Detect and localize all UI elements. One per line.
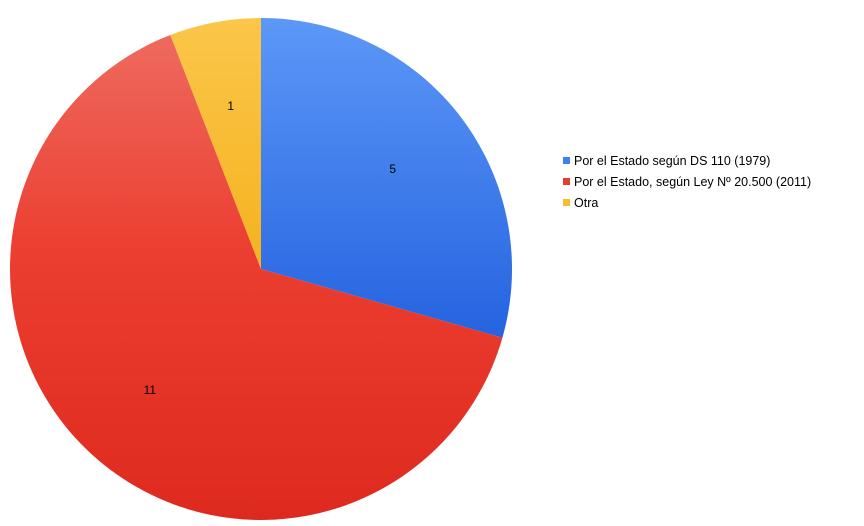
legend-item-1: Por el Estado según DS 110 (1979) [563,150,811,171]
slice-value-label-2: 11 [144,383,157,397]
legend-item-3: Otra [563,192,811,213]
pie-slice-2 [10,34,503,521]
pie-slice-1 [261,18,513,338]
legend-item-2: Por el Estado, según Ley Nº 20.500 (2011… [563,171,811,192]
pie-slices [10,18,513,521]
pie-slice-3 [170,18,261,269]
legend-swatch [563,178,570,185]
legend-swatch [563,199,570,206]
slice-value-label-3: 1 [227,99,234,113]
slice-value-label-1: 5 [389,162,396,176]
legend-swatch [563,157,570,164]
legend-label: Por el Estado, según Ley Nº 20.500 (2011… [574,174,812,189]
chart-legend: Por el Estado según DS 110 (1979) Por el … [563,150,811,213]
legend-label: Otra [574,195,599,210]
legend-label: Por el Estado según DS 110 (1979) [574,153,771,168]
